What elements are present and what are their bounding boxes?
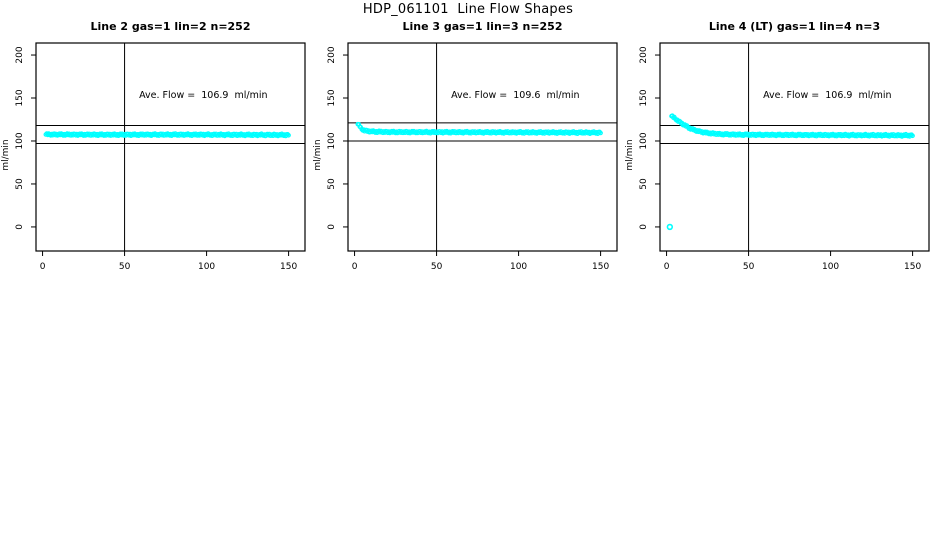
y-tick-label: 100 bbox=[327, 132, 337, 149]
y-tick-label: 0 bbox=[639, 224, 649, 230]
figure-title: HDP_061101 Line Flow Shapes bbox=[362, 2, 574, 17]
plot-box bbox=[659, 42, 930, 252]
y-tick-label: 200 bbox=[639, 46, 649, 63]
y-axis-label: ml/min bbox=[625, 139, 635, 170]
y-tick-label: 100 bbox=[639, 132, 649, 149]
y-tick-label: 50 bbox=[327, 178, 337, 190]
y-tick-label: 50 bbox=[639, 178, 649, 190]
panel-line-2-plot: Line 2 gas=1 lin=2 n=252 0 50 100 150 0 50 100 1… bbox=[1, 20, 306, 272]
x-tick-label: 100 bbox=[822, 262, 839, 272]
ave-flow-annotation: Ave. Flow = 106.9 ml/min bbox=[763, 90, 891, 101]
plot-box bbox=[35, 42, 306, 252]
y-tick-label: 50 bbox=[15, 178, 25, 190]
y-tick-label: 200 bbox=[327, 46, 337, 63]
x-tick-label: 150 bbox=[904, 262, 921, 272]
data-point bbox=[598, 130, 603, 136]
scatter-points bbox=[43, 131, 291, 139]
panel-title: Line 4 (LT) gas=1 lin=4 n=3 bbox=[709, 20, 880, 33]
x-tick-label: 0 bbox=[352, 262, 358, 272]
y-tick-label: 150 bbox=[327, 89, 337, 106]
y-tick-label: 200 bbox=[15, 46, 25, 63]
x-tick-label: 50 bbox=[431, 262, 443, 272]
x-tick-label: 0 bbox=[664, 262, 670, 272]
x-tick-label: 0 bbox=[40, 262, 46, 272]
x-tick-label: 150 bbox=[592, 262, 609, 272]
scatter-points bbox=[355, 121, 603, 137]
panel-line-3-plot: Line 3 gas=1 lin=3 n=252 0 50 100 150 0 50 100 1… bbox=[313, 20, 618, 272]
scatter-points bbox=[666, 113, 915, 231]
panel-line-4-plot: Line 4 (LT) gas=1 lin=4 n=3 0 50 100 150 0 50 1… bbox=[625, 20, 930, 272]
y-tick-label: 0 bbox=[15, 224, 25, 230]
x-tick-label: 100 bbox=[510, 262, 527, 272]
x-tick-label: 100 bbox=[198, 262, 215, 272]
x-tick-label: 150 bbox=[280, 262, 297, 272]
panel-title: Line 3 gas=1 lin=3 n=252 bbox=[402, 20, 562, 33]
y-axis-label: ml/min bbox=[1, 139, 11, 170]
plot-box bbox=[347, 42, 618, 252]
panel-title: Line 2 gas=1 lin=2 n=252 bbox=[90, 20, 250, 33]
y-tick-label: 150 bbox=[639, 89, 649, 106]
outlier-point bbox=[666, 223, 674, 231]
data-point bbox=[910, 133, 915, 139]
ave-flow-annotation: Ave. Flow = 109.6 ml/min bbox=[451, 90, 579, 101]
panels-row: Line 2 gas=1 lin=2 n=252 0 50 100 150 0 50 100 1… bbox=[0, 16, 936, 291]
data-point bbox=[286, 133, 291, 138]
ave-flow-annotation: Ave. Flow = 106.9 ml/min bbox=[139, 90, 267, 101]
y-tick-label: 100 bbox=[15, 132, 25, 149]
y-tick-label: 0 bbox=[327, 224, 337, 230]
y-tick-label: 150 bbox=[15, 89, 25, 106]
y-axis-label: ml/min bbox=[313, 139, 323, 170]
x-tick-label: 50 bbox=[743, 262, 755, 272]
x-tick-label: 50 bbox=[119, 262, 131, 272]
